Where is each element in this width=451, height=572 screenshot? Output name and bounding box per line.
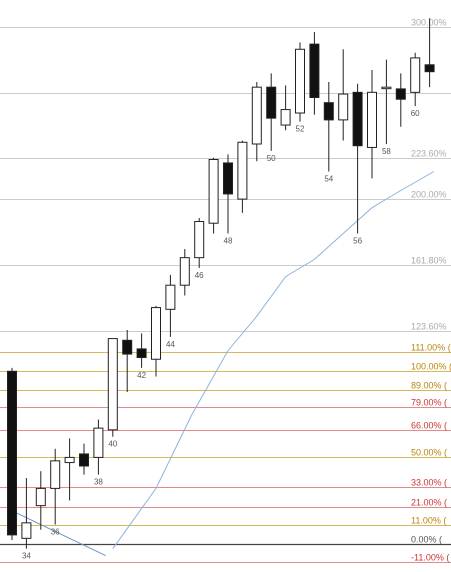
candle-body xyxy=(79,453,89,467)
candle-body xyxy=(237,141,248,200)
bar-number-label: 44 xyxy=(166,340,175,349)
level-label-14: 11.00% ( xyxy=(411,516,446,526)
candle-body xyxy=(64,456,75,464)
candle-body xyxy=(280,109,291,126)
bar-number-label: 36 xyxy=(51,528,60,537)
bar-number-label: 58 xyxy=(382,147,391,156)
candle-23 xyxy=(338,49,349,141)
candle-body xyxy=(266,86,277,119)
candle-1 xyxy=(21,478,32,549)
candle-11 xyxy=(165,274,176,337)
candle-6 xyxy=(93,419,104,475)
candle-body xyxy=(7,370,17,536)
candles xyxy=(7,18,435,549)
candle-body xyxy=(424,64,435,73)
level-label-4: 161.80% xyxy=(411,256,447,266)
candle-29 xyxy=(424,18,435,88)
fibonacci-levels: 300.00% 223.60% 200.00% 161.80% 123.60% 111.0… xyxy=(0,18,451,563)
bar-number-label: 48 xyxy=(224,237,233,246)
candle-body xyxy=(151,307,161,360)
level-label-6: 111.00% ( xyxy=(411,343,451,353)
candle-5 xyxy=(79,443,89,475)
candle-body xyxy=(381,86,392,90)
level-label-8: 89.00% ( xyxy=(411,381,447,391)
candle-2 xyxy=(35,471,46,530)
candle-19 xyxy=(280,85,291,131)
candle-body xyxy=(395,88,406,100)
candle-body xyxy=(136,348,147,359)
candle-13 xyxy=(194,218,205,268)
candle-10 xyxy=(151,305,161,377)
candle-28 xyxy=(410,52,421,107)
bar-number-label: 50 xyxy=(267,154,276,163)
bar-number-label: 38 xyxy=(94,478,103,487)
candle-26 xyxy=(381,59,392,144)
level-label-2: 223.60% xyxy=(411,149,447,159)
candle-20 xyxy=(295,42,305,122)
level-label-16: -11.00% ( xyxy=(411,553,449,563)
candle-15 xyxy=(223,154,233,234)
candle-body xyxy=(179,257,190,286)
candle-body xyxy=(251,86,262,145)
candle-24 xyxy=(352,83,363,234)
candle-body xyxy=(93,427,104,458)
level-label-15: 0.00% ( xyxy=(411,535,442,545)
level-label-11: 50.00% ( xyxy=(411,448,447,458)
candle-14 xyxy=(208,157,219,234)
candle-3 xyxy=(50,448,61,525)
candle-body xyxy=(367,91,377,148)
level-label-0: 300.00% xyxy=(411,18,447,28)
candle-12 xyxy=(179,249,190,296)
level-label-12: 33.00% ( xyxy=(411,478,447,488)
candle-body xyxy=(295,48,305,114)
candle-16 xyxy=(237,140,248,213)
candle-22 xyxy=(323,82,334,172)
bar-number-label: 40 xyxy=(108,440,117,449)
candle-body xyxy=(223,162,233,195)
candle-0 xyxy=(7,367,17,541)
candle-25 xyxy=(367,69,377,179)
level-label-5: 123.60% xyxy=(411,322,447,332)
candle-27 xyxy=(395,73,406,127)
moving-average-line xyxy=(112,171,435,549)
candle-body xyxy=(410,57,421,93)
bar-number-label: 60 xyxy=(411,109,420,118)
candle-body xyxy=(309,43,320,99)
candle-8 xyxy=(122,329,133,392)
candle-7 xyxy=(107,338,118,437)
level-label-13: 21.00% ( xyxy=(411,498,447,508)
bar-labels: 34 36 38 40 42 44 46 48 50 52 54 56 58 60 xyxy=(22,109,420,561)
candle-body xyxy=(165,284,176,310)
candle-body xyxy=(50,460,61,489)
candle-9 xyxy=(136,333,147,368)
candle-21 xyxy=(309,32,320,115)
bar-number-label: 46 xyxy=(195,271,204,280)
bar-number-label: 34 xyxy=(22,552,31,561)
candle-body xyxy=(122,339,133,355)
candle-body xyxy=(323,102,334,121)
candle-body xyxy=(338,93,349,121)
bar-number-label: 56 xyxy=(353,237,362,246)
candle-body xyxy=(194,220,205,259)
bar-number-label: 54 xyxy=(324,175,333,184)
candle-body xyxy=(35,487,46,507)
candle-body xyxy=(352,91,363,147)
level-label-10: 66.00% ( xyxy=(411,421,447,431)
trend-line xyxy=(11,510,106,557)
level-label-7: 100.00% ( xyxy=(411,362,451,372)
candle-17 xyxy=(251,82,262,162)
candle-body xyxy=(107,338,118,431)
level-label-9: 79.00% ( xyxy=(411,398,447,408)
candle-4 xyxy=(64,438,75,501)
bar-number-label: 42 xyxy=(137,371,146,380)
level-label-3: 200.00% xyxy=(411,190,447,200)
candle-18 xyxy=(266,73,277,151)
candle-body xyxy=(208,158,219,224)
indicator-lines xyxy=(11,171,435,557)
candle-body xyxy=(21,522,32,539)
bar-number-label: 52 xyxy=(296,125,305,134)
